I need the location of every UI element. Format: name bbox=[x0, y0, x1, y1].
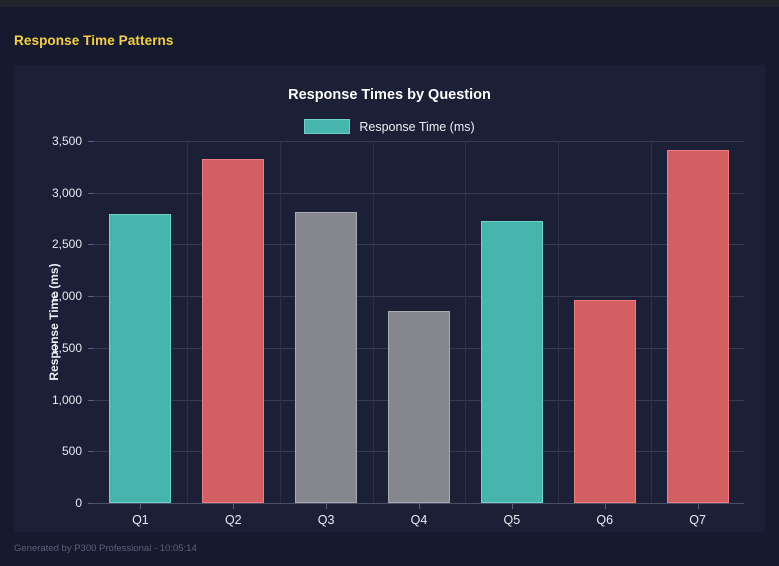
bar-q1[interactable] bbox=[109, 214, 172, 503]
chart-panel: Response Times by Question Response Time… bbox=[14, 65, 765, 532]
vertical-gridline bbox=[280, 141, 281, 503]
legend-swatch-icon bbox=[304, 119, 351, 134]
y-tick-mark bbox=[88, 503, 94, 504]
y-tick-label: 1,000 bbox=[51, 392, 82, 407]
x-tick-label-q4: Q4 bbox=[410, 513, 428, 527]
y-tick-mark bbox=[88, 141, 94, 142]
x-tick-label-q2: Q2 bbox=[224, 513, 242, 527]
x-tick-label-q1: Q1 bbox=[132, 513, 149, 527]
x-tick-label-q3: Q3 bbox=[317, 513, 335, 527]
y-tick-label: 3,500 bbox=[51, 134, 82, 148]
y-tick-label: 2,000 bbox=[51, 289, 82, 304]
window-top-strip bbox=[0, 0, 779, 7]
page-title: Response Time Patterns bbox=[14, 33, 174, 48]
bar-q4[interactable] bbox=[388, 310, 450, 503]
page-background: Response Time Patterns Response Times by… bbox=[0, 7, 779, 566]
x-tick-mark bbox=[512, 503, 513, 509]
x-tick-mark bbox=[419, 503, 420, 509]
x-tick-mark bbox=[605, 503, 606, 509]
gridline bbox=[94, 296, 744, 298]
x-tick-mark bbox=[326, 503, 327, 509]
vertical-gridline bbox=[651, 141, 652, 503]
chart-legend[interactable]: Response Time (ms) bbox=[14, 119, 765, 134]
y-tick-mark bbox=[88, 347, 94, 349]
gridline bbox=[94, 244, 744, 246]
y-tick-label: 3,000 bbox=[51, 185, 82, 200]
bar-q6[interactable] bbox=[573, 299, 636, 503]
bar-q3[interactable] bbox=[295, 211, 358, 503]
vertical-gridline bbox=[187, 141, 188, 503]
y-tick-label: 500 bbox=[61, 444, 82, 459]
y-tick-label: 0 bbox=[75, 496, 82, 510]
vertical-gridline bbox=[558, 141, 559, 503]
vertical-gridline bbox=[373, 141, 374, 503]
bar-q5[interactable] bbox=[480, 221, 543, 503]
bar-q2[interactable] bbox=[202, 158, 265, 503]
y-tick-mark bbox=[88, 296, 94, 298]
bar-q7[interactable] bbox=[666, 150, 729, 503]
y-tick-label: 2,500 bbox=[51, 237, 82, 252]
x-tick-mark bbox=[140, 503, 141, 509]
x-tick-label-q7: Q7 bbox=[689, 513, 706, 527]
x-tick-label-q5: Q5 bbox=[503, 513, 521, 527]
plot-area: Response Time (ms) 0 500 1,000 1,500 2,000 2,… bbox=[47, 134, 744, 527]
y-tick-mark bbox=[88, 451, 94, 453]
vertical-gridline bbox=[465, 141, 466, 503]
gridline bbox=[94, 141, 744, 142]
chart-title: Response Times by Question bbox=[288, 87, 491, 103]
y-tick-label: 1,500 bbox=[51, 340, 82, 355]
legend-label: Response Time (ms) bbox=[359, 119, 475, 134]
x-tick-mark bbox=[698, 503, 699, 509]
y-tick-mark bbox=[88, 399, 94, 401]
y-tick-mark bbox=[88, 244, 94, 246]
y-tick-mark bbox=[88, 192, 94, 194]
x-tick-label-q6: Q6 bbox=[596, 513, 614, 527]
gridline bbox=[94, 192, 744, 194]
x-tick-mark bbox=[233, 503, 234, 509]
footer-status-text: Generated by P300 Professional - 10:05:1… bbox=[14, 543, 197, 554]
